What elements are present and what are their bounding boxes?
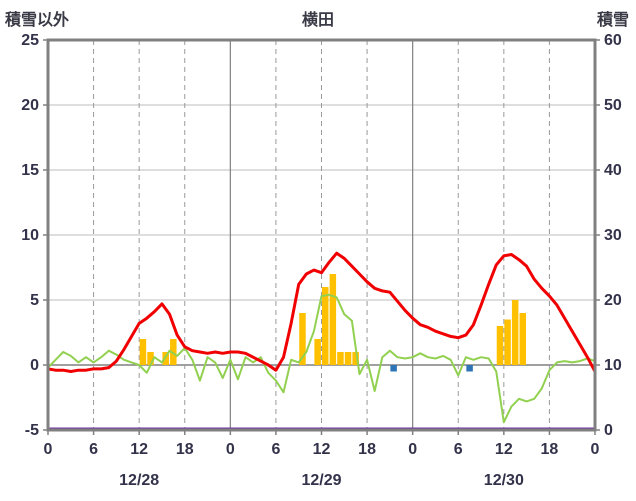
right-axis-tick-label: 50: [604, 97, 622, 114]
right-axis-tick-label: 0: [604, 422, 613, 439]
right-axis-tick-label: 40: [604, 162, 622, 179]
day-label: 12/28: [119, 472, 159, 489]
left-axis-tick-label: 0: [30, 357, 39, 374]
precipitation-bar: [511, 300, 519, 365]
secondary-line: [47, 293, 596, 424]
left-axis-tick-label: 20: [21, 97, 39, 114]
right-axis-title: 積雪: [596, 12, 629, 29]
snow-marker-bar: [390, 365, 397, 372]
hour-tick-label: 0: [591, 441, 600, 458]
precipitation-bar: [170, 339, 177, 365]
snow-marker-bar: [466, 365, 473, 372]
hour-tick-label: 0: [44, 441, 53, 458]
precipitation-bar: [147, 352, 154, 365]
left-axis-tick-label: -5: [25, 422, 39, 439]
precipitation-bar: [162, 352, 169, 365]
left-axis-tick-label: 15: [21, 162, 39, 179]
left-axis-tick-label: 5: [30, 292, 39, 309]
right-axis-tick-label: 20: [604, 292, 622, 309]
left-axis-tick-label: 25: [21, 32, 39, 49]
left-axis-title: 積雪以外: [5, 12, 70, 29]
right-axis-tick-label: 30: [604, 227, 622, 244]
hour-tick-label: 18: [358, 441, 376, 458]
hour-tick-label: 12: [130, 441, 148, 458]
precipitation-bar: [139, 339, 147, 365]
hour-tick-label: 6: [454, 441, 463, 458]
precipitation-bar: [299, 313, 306, 365]
hour-tick-label: 0: [408, 441, 417, 458]
hour-tick-label: 18: [176, 441, 194, 458]
hour-tick-label: 6: [271, 441, 280, 458]
day-label: 12/29: [301, 472, 341, 489]
chart-title: 横田: [301, 12, 334, 29]
hour-tick-label: 0: [226, 441, 235, 458]
hour-tick-label: 6: [89, 441, 98, 458]
precipitation-bar: [344, 352, 352, 365]
left-axis-tick-label: 10: [21, 227, 39, 244]
precipitation-bar: [352, 352, 359, 365]
temperature-line: [46, 251, 597, 373]
day-label: 12/30: [484, 472, 524, 489]
precipitation-bar: [329, 274, 337, 365]
right-axis-tick-label: 10: [604, 357, 622, 374]
precipitation-bar: [496, 326, 504, 365]
precipitation-bar: [519, 313, 527, 365]
precipitation-bar: [322, 287, 329, 365]
right-axis-tick-label: 60: [604, 32, 622, 49]
precipitation-bar: [314, 339, 321, 365]
hour-tick-label: 12: [313, 441, 331, 458]
precipitation-bar: [337, 352, 344, 365]
hour-tick-label: 12: [495, 441, 513, 458]
hour-tick-label: 18: [541, 441, 559, 458]
precipitation-bar: [504, 319, 511, 365]
